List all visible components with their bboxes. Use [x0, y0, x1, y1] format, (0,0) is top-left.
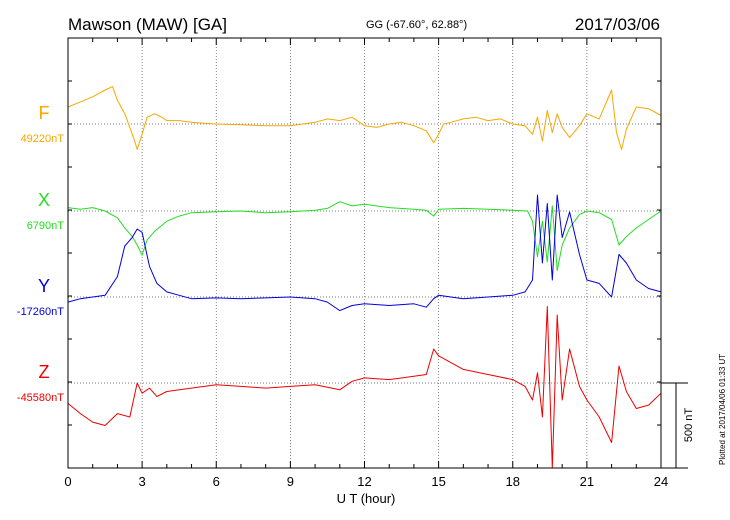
series-baseline-F: 49220nT: [21, 133, 65, 145]
x-tick-label-15: 15: [431, 474, 445, 489]
series-layer: [67, 86, 662, 469]
x-tick-label-0: 0: [64, 474, 71, 489]
series-line-Z: [67, 306, 662, 469]
x-tick-label-12: 12: [357, 474, 371, 489]
series-name-Z: Z: [39, 362, 50, 382]
x-tick-label-9: 9: [287, 474, 294, 489]
axis-ticks: [67, 37, 662, 469]
grid-lines: [68, 38, 661, 468]
scale-bar: 500 nT: [661, 382, 695, 469]
series-name-X: X: [38, 190, 50, 210]
x-tick-labels: 0 3 6 9 12 15 18 21 24: [64, 474, 668, 489]
series-baseline-X: 6790nT: [27, 220, 65, 232]
series-line-Y: [67, 194, 662, 312]
plotted-at-label: Plotted at 2017/04/06 01:33 UT: [718, 353, 727, 465]
x-tick-label-21: 21: [580, 474, 594, 489]
coordinates-label: GG (-67.60°, 62.88°): [366, 19, 467, 31]
x-tick-label-3: 3: [139, 474, 146, 489]
series-name-F: F: [39, 103, 50, 123]
series-name-Y: Y: [38, 276, 50, 296]
series-line-F: [67, 86, 662, 150]
plot-frame: [67, 37, 662, 469]
x-tick-label-18: 18: [506, 474, 520, 489]
station-title: Mawson (MAW) [GA]: [68, 15, 227, 34]
series-line-X: [67, 201, 662, 271]
x-axis-label: U T (hour): [337, 491, 396, 506]
series-baseline-Z: -45580nT: [17, 392, 64, 404]
x-tick-label-6: 6: [213, 474, 220, 489]
date-label: 2017/03/06: [575, 15, 660, 34]
scale-bar-label: 500 nT: [683, 408, 695, 443]
series-baseline-Y: -17260nT: [17, 306, 64, 318]
x-tick-label-24: 24: [654, 474, 668, 489]
series-labels: F 49220nT X 6790nT Y -17260nT Z -45580nT: [17, 103, 64, 404]
